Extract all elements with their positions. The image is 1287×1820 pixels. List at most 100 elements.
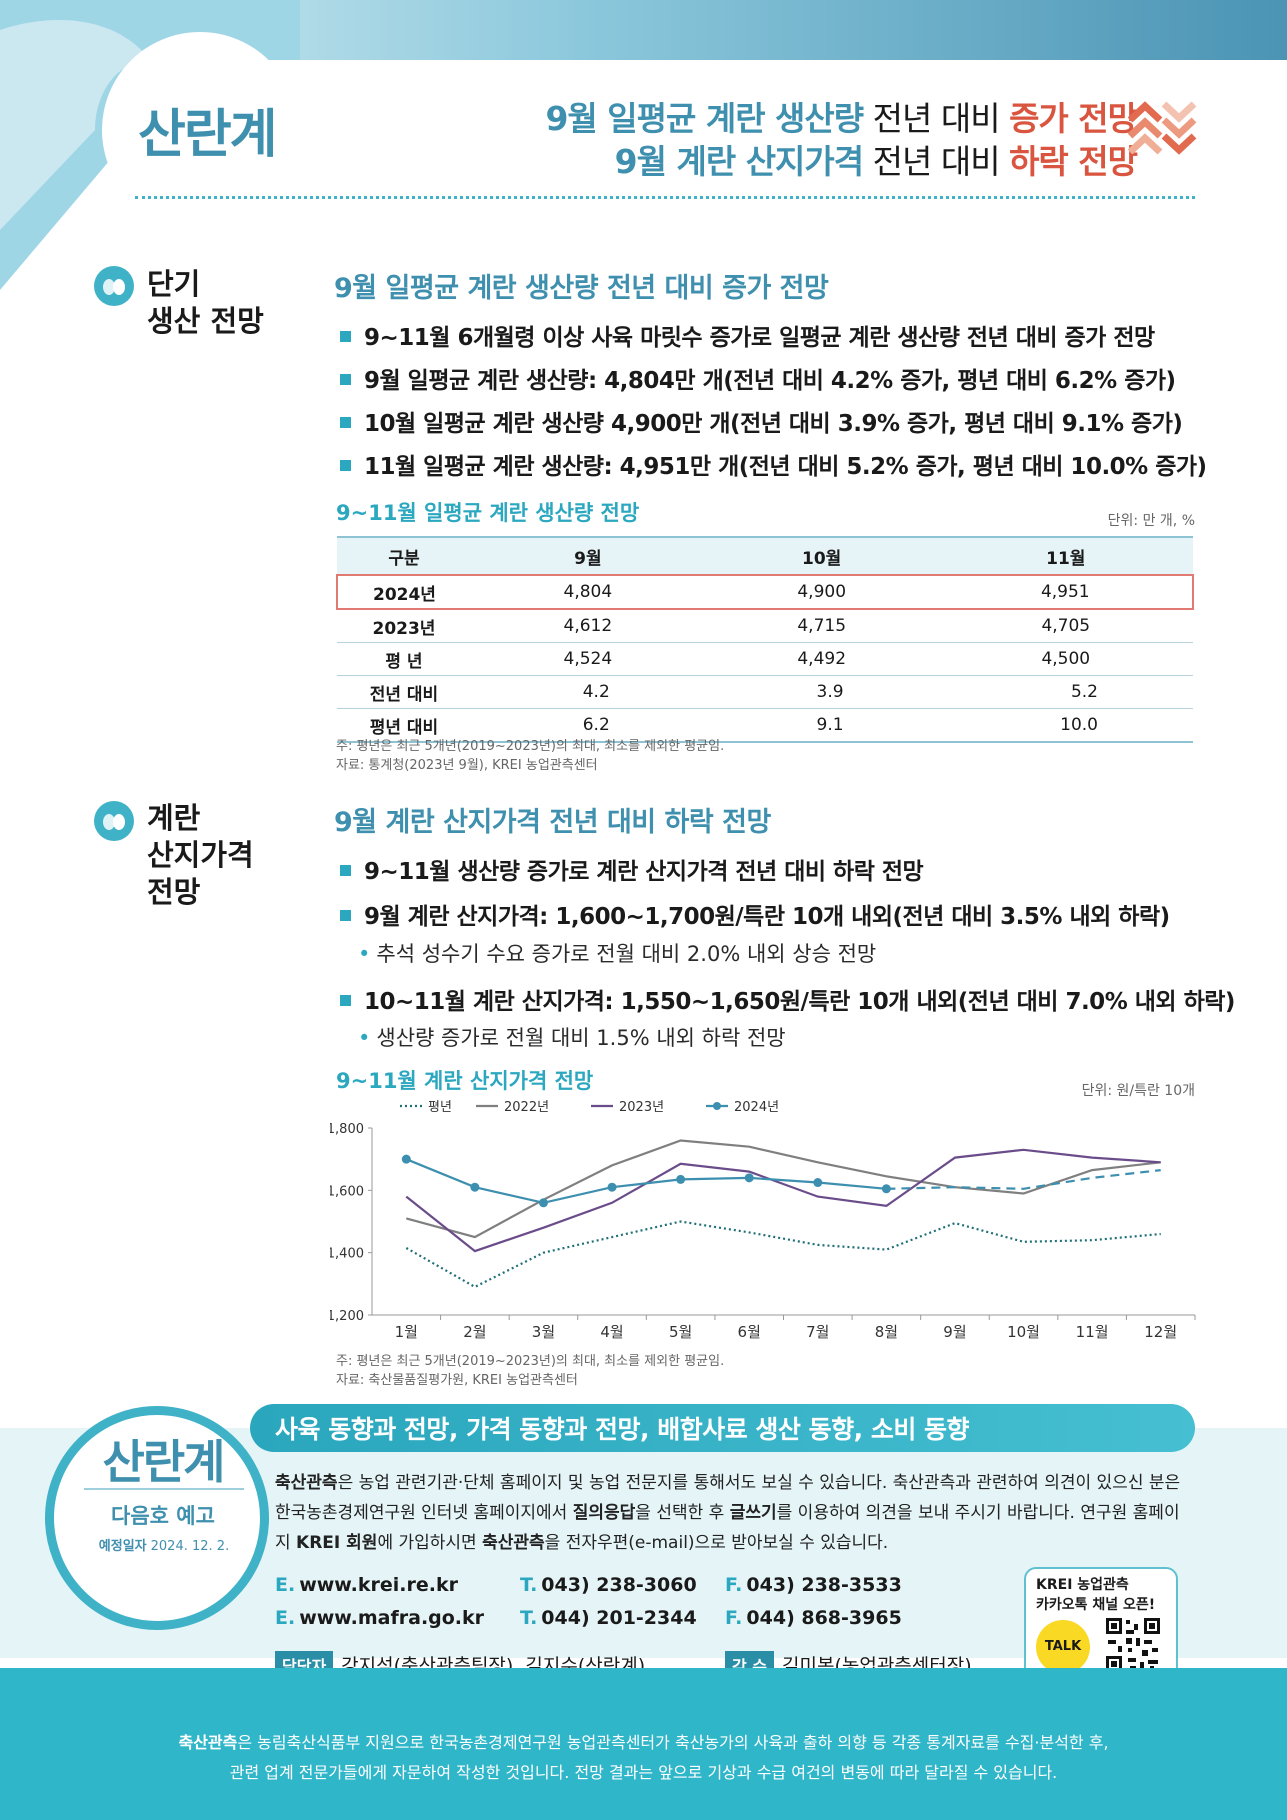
- next-issue-logo: 산란계: [102, 1435, 226, 1489]
- table-header-cell: 9월: [470, 536, 705, 575]
- headline-price-outlook: 하락 전망: [1009, 142, 1138, 181]
- body-text: 에 가입하시면: [377, 1533, 483, 1553]
- table-cell: 4,951: [938, 574, 1195, 610]
- qr-code-icon: [1104, 1616, 1162, 1674]
- body-bold: KREI 회원: [296, 1533, 378, 1553]
- promo-body-text: 축산관측은 농업 관련기관·단체 홈페이지 및 농업 전문지를 통해서도 보실 …: [275, 1468, 1185, 1558]
- disclaimer-line1: 축산관측은 농림축산식품부 지원으로 한국농촌경제연구원 농업관측센터가 축산농…: [60, 1728, 1227, 1758]
- up-down-arrows-icon: [1128, 101, 1197, 155]
- section-price-title-line2: 산지가격: [147, 838, 254, 872]
- data-point: [676, 1174, 686, 1184]
- x-tick-label: 9월: [943, 1323, 966, 1340]
- table-cell: 평 년: [337, 642, 471, 676]
- tel-prefix: T.: [520, 1574, 538, 1596]
- x-tick-label: 5월: [669, 1323, 692, 1340]
- body-bold: 질의응답: [572, 1503, 636, 1523]
- corner-decoration: [0, 0, 300, 290]
- table-cell: 4,804: [470, 574, 705, 610]
- x-tick-label: 3월: [532, 1323, 555, 1340]
- section-price-title-line1: 계란: [147, 801, 201, 835]
- headline-price-mid: 전년 대비: [863, 142, 1010, 181]
- tel-number: 043) 238-3060: [541, 1574, 697, 1596]
- body-bold: 글쓰기: [729, 1503, 777, 1523]
- series-line-2024년: [405, 1158, 887, 1204]
- table-header-cell: 10월: [704, 536, 939, 575]
- price-sub-bullet-1: 추석 성수기 수요 증가로 전월 대비 2.0% 내외 상승 전망: [358, 938, 876, 968]
- price-source-line: 자료: 축산물품질평가원, KREI 농업관측센터: [336, 1373, 578, 1388]
- price-bullet-2: 9월 계란 산지가격: 1,600~1,700원/특란 10개 내외(전년 대비…: [340, 897, 1170, 931]
- table-cell: 5.2: [938, 675, 1193, 709]
- data-point: [607, 1182, 617, 1192]
- section-production-title-line2: 생산 전망: [147, 304, 264, 338]
- table-cell: 4,524: [470, 642, 705, 676]
- section-price-heading: 9월 계란 산지가격 전년 대비 하락 전망: [334, 807, 771, 838]
- table-cell: 9.1: [704, 708, 939, 743]
- legend-label: 평년: [428, 1100, 452, 1115]
- y-tick-label: 1,400: [330, 1247, 364, 1262]
- table-cell: 4,500: [938, 642, 1193, 676]
- next-issue-topics: 사육 동향과 전망, 가격 동향과 전망, 배합사료 생산 동향, 소비 동향: [275, 1415, 970, 1444]
- web-url: www.mafra.go.kr: [299, 1607, 485, 1629]
- table-cell: 전년 대비: [337, 675, 471, 709]
- data-point: [401, 1154, 411, 1164]
- price-line-chart: 1,200 1,400 1,600 1,800 1월 2월 3월 4월 5월 6월 7월 8월 9월 10…: [330, 1100, 1196, 1340]
- x-tick-label: 10월: [1007, 1323, 1040, 1340]
- body-bold: 축산관측: [275, 1473, 338, 1493]
- body-bold: 축산관측: [482, 1533, 545, 1553]
- table-cell: 4,492: [704, 642, 939, 676]
- next-issue-badge: [45, 1406, 269, 1630]
- table-cell: 4,705: [938, 609, 1193, 643]
- section-production-title-line1: 단기: [147, 267, 201, 301]
- table-cell: 2023년: [337, 609, 471, 643]
- body-text: 을 전자우편(e-mail)으로 받아보실 수 있습니다.: [544, 1533, 889, 1553]
- table-row: 2023년 4,612 4,715 4,705: [337, 609, 1193, 643]
- headline-production-subject: 9월 일평균 계란 생산량: [545, 99, 864, 138]
- egg-icon: [94, 266, 134, 306]
- egg-icon: [94, 801, 134, 841]
- table-cell: 6.2: [470, 708, 705, 743]
- website-link-mafra[interactable]: E. www.mafra.go.kr: [275, 1607, 484, 1629]
- headline-price-subject: 9월 계란 산지가격: [614, 142, 864, 181]
- x-tick-label: 1월: [395, 1323, 418, 1340]
- y-tick-label: 1,200: [330, 1309, 364, 1324]
- fax-number: 044) 868-3965: [746, 1607, 902, 1629]
- web-prefix: E.: [275, 1574, 296, 1596]
- web-prefix: E.: [275, 1607, 296, 1629]
- kakao-talk-icon: TALK: [1036, 1620, 1090, 1674]
- table-cell: 3.9: [704, 675, 939, 709]
- table-cell: 4.2: [470, 675, 705, 709]
- table-row: 전년 대비 4.2 3.9 5.2: [337, 675, 1193, 709]
- production-bullet-4: 11월 일평균 계란 생산량: 4,951만 개(전년 대비 5.2% 증가, …: [340, 447, 1207, 481]
- disclaimer-text: 은 농림축산식품부 지원으로 한국농촌경제연구원 농업관측센터가 축산농가의 사…: [237, 1733, 1109, 1752]
- price-bullet-3: 10~11월 계란 산지가격: 1,550~1,650원/특란 10개 내외(전…: [340, 982, 1235, 1016]
- price-bullet-1: 9~11월 생산량 증가로 계란 산지가격 전년 대비 하락 전망: [340, 852, 924, 886]
- table-cell: 평년 대비: [337, 708, 471, 743]
- date-value: 2024. 12. 2.: [150, 1539, 230, 1554]
- table-row: 평년 대비 6.2 9.1 10.0: [337, 708, 1193, 743]
- legend-label: 2022년: [504, 1100, 549, 1115]
- x-tick-label: 12월: [1144, 1323, 1177, 1340]
- fax-number: 043) 238-3533: [746, 1574, 902, 1596]
- price-chart-unit: 단위: 원/특란 10개: [1081, 1083, 1195, 1099]
- website-link-krei[interactable]: E. www.krei.re.kr: [275, 1574, 458, 1596]
- production-note: 주: 평년은 최근 5개년(2019~2023년)의 최대, 최소를 제외한 평…: [336, 737, 724, 775]
- series-forecast-line-2024년: [886, 1169, 1161, 1190]
- fax-krei: F. 043) 238-3533: [725, 1574, 902, 1596]
- price-chart-title: 9~11월 계란 산지가격 전망: [336, 1069, 594, 1093]
- promo-band: [250, 1404, 1195, 1452]
- headline-production-outlook: 증가 전망: [1009, 99, 1138, 138]
- x-tick-label: 6월: [738, 1323, 761, 1340]
- bottom-banner: [0, 1668, 1287, 1820]
- headline-production: 9월 일평균 계란 생산량 전년 대비 증가 전망: [545, 92, 1138, 140]
- series-line-평년: [405, 1220, 1161, 1289]
- table-header-cell: 구분: [337, 536, 471, 575]
- kakao-subtitle: 카카오톡 채널 오픈!: [1036, 1597, 1156, 1613]
- legend-marker: [713, 1102, 721, 1110]
- fax-mafra: F. 044) 868-3965: [725, 1607, 902, 1629]
- section-production-title: 단기 생산 전망: [147, 266, 264, 340]
- phone-krei: T. 043) 238-3060: [520, 1574, 697, 1596]
- header-divider: [135, 196, 1195, 199]
- section-price-title-line3: 전망: [147, 875, 201, 909]
- production-bullet-1: 9~11월 6개월령 이상 사육 마릿수 증가로 일평균 계란 생산량 전년 대…: [340, 318, 1155, 352]
- y-tick-label: 1,600: [330, 1184, 364, 1199]
